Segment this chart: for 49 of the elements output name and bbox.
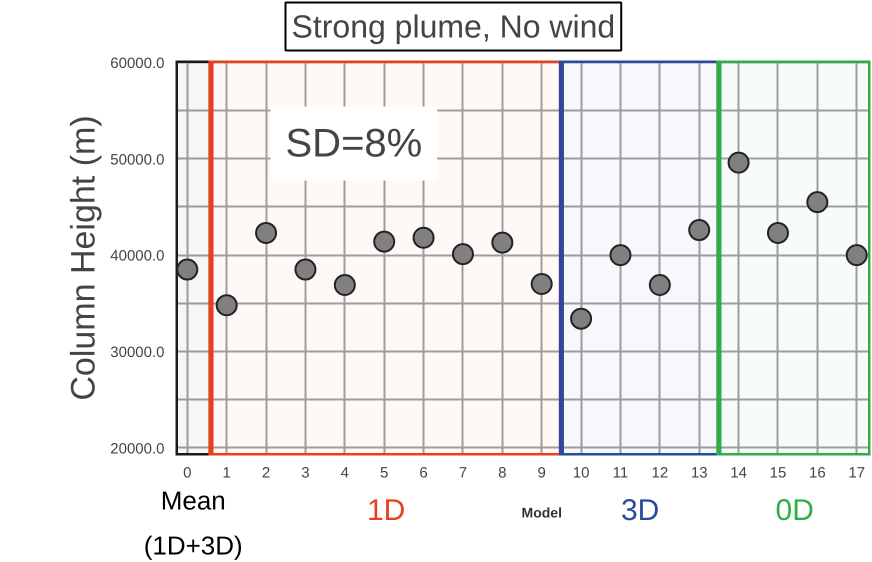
band-label: 0D [776, 494, 814, 527]
x-tick-label: 13 [690, 464, 708, 482]
point [648, 274, 671, 296]
x-tick-label: 9 [538, 464, 546, 482]
point [412, 226, 435, 249]
point [452, 243, 474, 266]
chart-title: Strong plume, No wind [292, 8, 616, 44]
point [255, 222, 278, 244]
point [766, 222, 789, 244]
annotation: SD=8% [286, 122, 422, 166]
point [728, 152, 750, 174]
x-tick-label: 8 [498, 464, 506, 482]
x-tick-label: 17 [848, 464, 866, 482]
point [570, 308, 592, 330]
x-tick-label: 2 [262, 464, 270, 482]
band-label: 3D [620, 494, 660, 527]
y-tick-label: 20000.0 [110, 440, 165, 458]
x-tick-label: 14 [730, 464, 747, 482]
band-label: 1D [366, 494, 406, 527]
x-tick-label: 1 [222, 464, 231, 482]
point [176, 258, 198, 281]
point [806, 191, 828, 214]
x-tick-label: 15 [770, 464, 786, 482]
x-axis-title: Model [522, 504, 562, 520]
point [334, 274, 356, 296]
point [688, 219, 710, 242]
x-tick-label: 12 [651, 464, 668, 482]
x-tick-label: 7 [458, 464, 468, 482]
point [846, 244, 868, 266]
y-axis-title: Column Height (m) [64, 115, 102, 401]
point [530, 273, 553, 295]
x-tick-label: 4 [340, 464, 349, 482]
y-tick-label: 30000.0 [110, 344, 165, 361]
x-tick-label: 16 [809, 464, 826, 482]
y-tick-label: 40000.0 [110, 248, 165, 265]
x-tick-label: 6 [419, 464, 428, 482]
point [609, 244, 632, 266]
x-tick-label: 3 [301, 464, 310, 482]
y-tick-label: 60000.0 [110, 54, 165, 72]
point [491, 232, 514, 254]
y-tick-label: 50000.0 [110, 151, 165, 168]
point [294, 258, 316, 281]
point [373, 230, 396, 253]
band-label: Mean (1D+3D) [144, 486, 243, 560]
x-tick-label: 0 [183, 464, 192, 482]
x-tick-label: 11 [612, 464, 628, 482]
x-tick-label: 5 [380, 464, 388, 482]
point [216, 294, 238, 316]
x-tick-label: 10 [572, 464, 590, 482]
